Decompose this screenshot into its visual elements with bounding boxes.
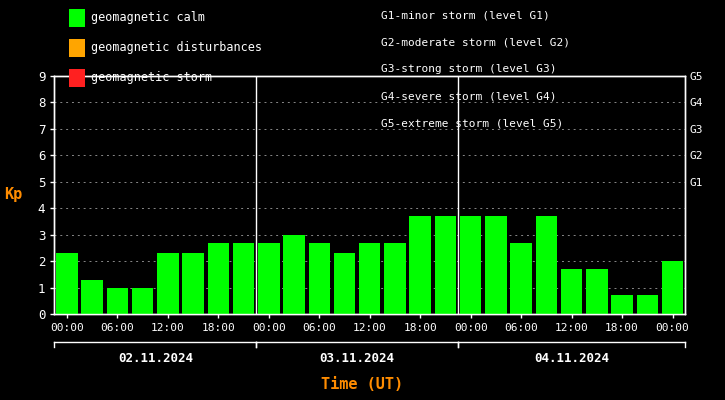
Text: G2-moderate storm (level G2): G2-moderate storm (level G2) bbox=[381, 37, 570, 47]
Bar bbox=[183, 253, 204, 314]
Bar bbox=[637, 296, 658, 314]
Bar bbox=[510, 242, 532, 314]
Bar bbox=[662, 261, 683, 314]
Text: geomagnetic disturbances: geomagnetic disturbances bbox=[91, 42, 262, 54]
Text: 02.11.2024: 02.11.2024 bbox=[117, 352, 193, 364]
Bar bbox=[334, 253, 355, 314]
Bar bbox=[57, 253, 78, 314]
Text: geomagnetic calm: geomagnetic calm bbox=[91, 12, 204, 24]
Bar bbox=[435, 216, 456, 314]
Bar bbox=[359, 242, 381, 314]
Bar bbox=[485, 216, 507, 314]
Text: G1-minor storm (level G1): G1-minor storm (level G1) bbox=[381, 10, 550, 20]
Bar bbox=[460, 216, 481, 314]
Bar bbox=[258, 242, 280, 314]
Bar bbox=[561, 269, 582, 314]
Bar bbox=[107, 288, 128, 314]
Bar bbox=[309, 242, 330, 314]
Text: 04.11.2024: 04.11.2024 bbox=[534, 352, 609, 364]
Bar bbox=[157, 253, 178, 314]
Text: G4-severe storm (level G4): G4-severe storm (level G4) bbox=[381, 92, 556, 102]
Bar bbox=[81, 280, 103, 314]
Text: Kp: Kp bbox=[4, 188, 22, 202]
Bar bbox=[207, 242, 229, 314]
Bar bbox=[536, 216, 557, 314]
Text: G3-strong storm (level G3): G3-strong storm (level G3) bbox=[381, 64, 556, 74]
Text: geomagnetic storm: geomagnetic storm bbox=[91, 72, 212, 84]
Bar bbox=[132, 288, 154, 314]
Bar bbox=[233, 242, 254, 314]
Bar bbox=[384, 242, 406, 314]
Text: G5-extreme storm (level G5): G5-extreme storm (level G5) bbox=[381, 119, 563, 129]
Bar bbox=[410, 216, 431, 314]
Bar bbox=[283, 235, 304, 314]
Bar bbox=[611, 296, 633, 314]
Bar bbox=[586, 269, 608, 314]
Text: Time (UT): Time (UT) bbox=[321, 377, 404, 392]
Text: 03.11.2024: 03.11.2024 bbox=[320, 352, 394, 364]
